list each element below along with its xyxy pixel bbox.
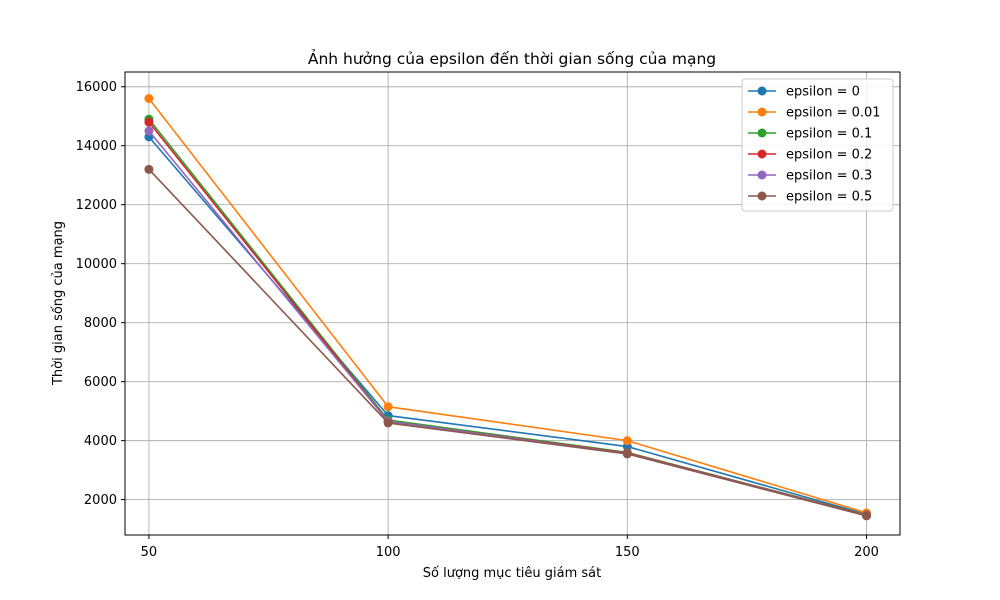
y-axis: 2000 4000 6000 8000 10000 12000 14000 16000 xyxy=(76,80,125,508)
legend-label: epsilon = 0.2 xyxy=(786,148,872,163)
data-point xyxy=(862,511,872,521)
data-point xyxy=(383,418,393,428)
legend-label: epsilon = 0.5 xyxy=(786,190,872,205)
plot-series xyxy=(144,94,872,521)
x-tick-label: 200 xyxy=(854,545,879,560)
chart-title: Ảnh hưởng của epsilon đến thời gian sống… xyxy=(308,48,716,68)
data-point xyxy=(383,402,393,412)
data-point xyxy=(144,117,154,127)
y-tick-label: 6000 xyxy=(84,375,117,390)
legend-item: epsilon = 0.01 xyxy=(748,106,881,121)
series-5 xyxy=(144,164,872,521)
y-axis-label: Thời gian sống của mạng xyxy=(51,221,66,386)
series-line xyxy=(148,168,867,517)
y-tick-label: 10000 xyxy=(76,257,117,272)
data-point xyxy=(144,164,154,174)
y-tick-label: 14000 xyxy=(76,139,117,154)
legend-marker xyxy=(757,170,767,180)
x-tick-label: 150 xyxy=(615,545,640,560)
y-tick-label: 12000 xyxy=(76,198,117,213)
x-tick-label: 50 xyxy=(141,545,158,560)
x-axis: 50 100 150 200 xyxy=(141,535,879,560)
y-tick-label: 4000 xyxy=(84,434,117,449)
data-point xyxy=(144,126,154,136)
series-line xyxy=(148,98,867,514)
y-tick-label: 16000 xyxy=(76,80,117,95)
legend-label: epsilon = 0 xyxy=(786,85,860,100)
data-point xyxy=(622,436,632,446)
legend-marker xyxy=(757,128,767,138)
series-1 xyxy=(144,94,872,518)
data-point xyxy=(622,449,632,459)
legend-label: epsilon = 0.01 xyxy=(786,106,881,121)
legend-marker xyxy=(757,191,767,201)
legend-item: epsilon = 0 xyxy=(748,85,860,100)
legend-item: epsilon = 0.3 xyxy=(748,169,872,184)
legend: epsilon = 0 epsilon = 0.01 epsilon = 0.1 ep… xyxy=(741,78,894,212)
legend-label: epsilon = 0.1 xyxy=(786,127,872,142)
y-tick-label: 8000 xyxy=(84,316,117,331)
y-tick-label: 2000 xyxy=(84,493,117,508)
x-tick-label: 100 xyxy=(376,545,401,560)
legend-item: epsilon = 0.1 xyxy=(748,127,872,142)
x-axis-label: Số lượng mục tiêu giám sát xyxy=(423,566,602,581)
plot-frame xyxy=(124,71,901,536)
legend-item: epsilon = 0.5 xyxy=(748,190,872,205)
legend-label: epsilon = 0.3 xyxy=(786,169,872,184)
legend-marker xyxy=(757,107,767,117)
legend-box xyxy=(741,78,894,212)
data-point xyxy=(144,94,154,104)
legend-marker xyxy=(757,149,767,159)
legend-item: epsilon = 0.2 xyxy=(748,148,872,163)
legend-marker xyxy=(757,86,767,96)
